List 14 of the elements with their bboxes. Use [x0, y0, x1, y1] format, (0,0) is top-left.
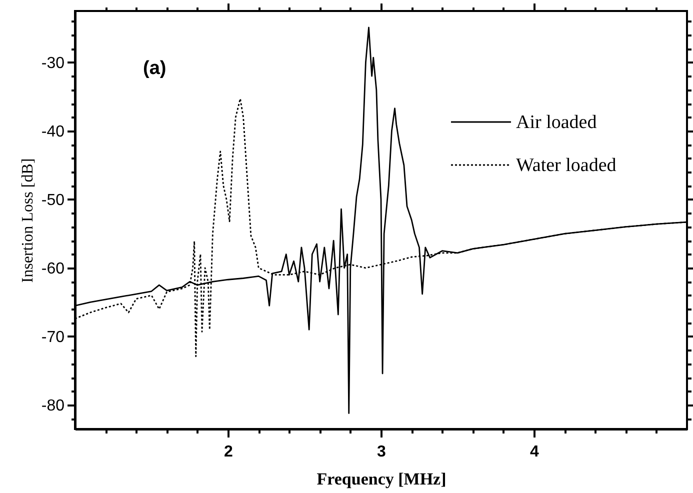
y-tick-label: -80 [41, 398, 65, 415]
x-tick-label: 4 [530, 444, 540, 460]
y-tick-label: -40 [41, 123, 65, 140]
x-tick-label: 2 [224, 444, 234, 460]
y-axis-title: Insertion Loss [dB] [19, 158, 36, 283]
annotation: (a) [143, 58, 166, 79]
legend-label: Water loaded [516, 155, 617, 176]
x-axis-title: Frequency [MHz] [316, 470, 446, 488]
y-tick-label: -30 [41, 54, 65, 72]
legend-label: Air loaded [516, 112, 598, 133]
x-tick-label: 3 [377, 444, 386, 460]
y-tick-label: -60 [41, 260, 65, 278]
y-tick-label: -70 [41, 328, 65, 346]
y-tick-label: -50 [41, 192, 65, 209]
